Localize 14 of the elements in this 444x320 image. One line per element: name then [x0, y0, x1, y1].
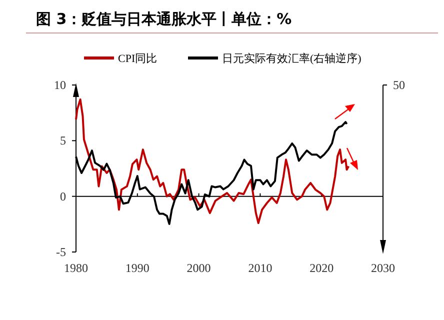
y-tick-label: 10: [54, 78, 66, 92]
x-tick-label: 2020: [310, 261, 334, 275]
y-tick-label: 5: [60, 134, 66, 148]
x-tick-label: 2000: [186, 261, 211, 275]
legend-label: 日元实际有效汇率(右轴逆序): [222, 52, 362, 65]
y-tick-label: 0: [60, 189, 66, 204]
text: 50: [393, 78, 405, 92]
x-tick-label: 2010: [248, 261, 272, 275]
x-tick-label: 1980: [64, 261, 88, 275]
legend-label: CPI同比: [118, 52, 158, 65]
x-tick-label: 2030: [371, 261, 395, 275]
chart-title: 图 3：贬值与日本通胀水平丨单位：%: [36, 10, 292, 28]
x-tick-label: 1990: [125, 261, 150, 275]
y-tick-label: -5: [56, 245, 66, 259]
